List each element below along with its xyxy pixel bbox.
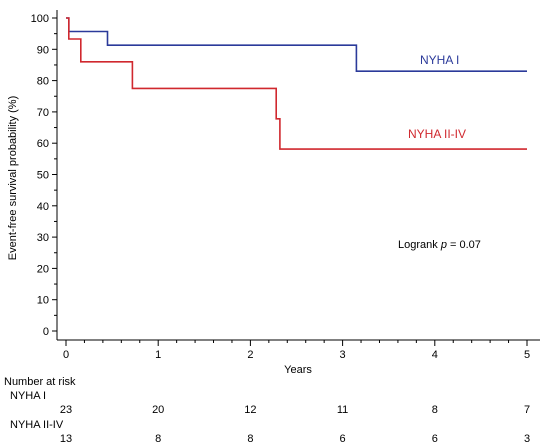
y-tick-label-40: 40 [37,201,49,213]
risk-count-1-1: 8 [155,433,161,445]
x-axis-title: Years [284,364,312,376]
x-tick-label-4: 4 [432,349,438,361]
series-label-nyha-i: NYHA I [420,53,459,67]
y-tick-label-100: 100 [31,13,49,25]
y-tick-label-0: 0 [43,326,49,338]
risk-counts: 23 20 12 11 8 7 13 8 8 6 6 3 [60,404,530,445]
risk-table-title: Number at risk [4,376,76,388]
risk-count-0-2: 12 [244,404,256,416]
series-group [66,17,527,150]
y-tick-label-70: 70 [37,107,49,119]
risk-count-0-1: 20 [152,404,164,416]
y-axis-title: Event-free survival probability (%) [7,96,19,260]
x-tick-label-0: 0 [63,349,69,361]
tick-group: 0 10 20 30 40 50 60 70 80 90 100 0 1 2 3 4 5 [31,13,530,361]
y-tick-label-60: 60 [37,138,49,150]
x-tick-label-1: 1 [155,349,161,361]
x-tick-label-5: 5 [524,349,530,361]
risk-count-0-0: 23 [60,404,72,416]
risk-group-label-nyha-ii-iv: NYHA II-IV [10,419,64,431]
risk-group-label-nyha-i: NYHA I [10,390,46,402]
risk-count-0-5: 7 [524,404,530,416]
logrank-prefix: Logrank [398,239,441,251]
y-tick-label-50: 50 [37,170,49,182]
x-tick-label-2: 2 [247,349,253,361]
y-tick-label-10: 10 [37,295,49,307]
risk-count-0-3: 11 [337,404,348,416]
logrank-annotation: Logrank p = 0.07 [398,239,481,251]
risk-count-0-4: 8 [432,404,438,416]
logrank-suffix: = 0.07 [447,239,481,251]
risk-count-1-4: 6 [432,433,438,445]
y-tick-label-20: 20 [37,263,49,275]
y-tick-label-30: 30 [37,232,49,244]
logrank-p: p [440,239,447,251]
x-tick-label-3: 3 [340,349,346,361]
series-label-nyha-ii-iv: NYHA II-IV [408,127,466,141]
risk-count-1-0: 13 [60,433,72,445]
chart-axes [56,10,540,341]
risk-count-1-5: 3 [524,433,530,445]
risk-count-1-3: 6 [340,433,346,445]
series-line-1 [66,17,527,150]
y-tick-label-80: 80 [37,76,49,88]
y-tick-label-90: 90 [37,44,49,56]
risk-count-1-2: 8 [247,433,253,445]
